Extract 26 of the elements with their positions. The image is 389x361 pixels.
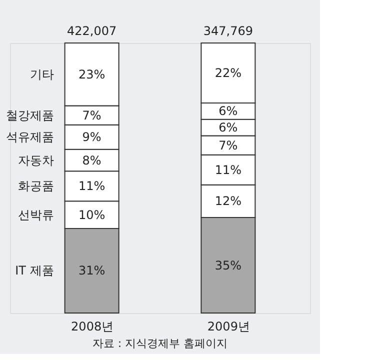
data-label: 6% xyxy=(218,120,238,135)
data-label: 23% xyxy=(78,67,106,82)
text: 자료 : 지식경제부 홈페이지 xyxy=(92,337,228,350)
data-label: 10% xyxy=(78,208,106,222)
data-label: 9% xyxy=(82,130,102,144)
series-label: 석유제품 xyxy=(6,130,54,144)
data-label: 11% xyxy=(214,162,242,177)
series-label: 기타 xyxy=(30,67,54,82)
x-tick-label: 2008년 xyxy=(71,320,114,334)
annotation: 347,769 xyxy=(203,24,253,38)
data-label: 7% xyxy=(82,108,102,122)
series-label: 철강제품 xyxy=(6,108,54,122)
series-label: 선박류 xyxy=(18,208,54,222)
data-label: 12% xyxy=(214,194,242,208)
series-label: 화공품 xyxy=(18,179,54,194)
x-tick-label: 2009년 xyxy=(207,320,250,334)
data-label: 8% xyxy=(82,153,102,168)
data-label: 22% xyxy=(214,66,242,80)
data-label: 31% xyxy=(78,264,106,278)
data-label: 6% xyxy=(218,104,238,118)
series-label: 자동차 xyxy=(18,153,54,168)
annotation: 422,007 xyxy=(67,24,117,38)
data-label: 7% xyxy=(218,138,238,152)
data-label: 35% xyxy=(214,258,242,272)
series-label: IT 제품 xyxy=(15,264,54,278)
data-label: 11% xyxy=(78,179,106,194)
